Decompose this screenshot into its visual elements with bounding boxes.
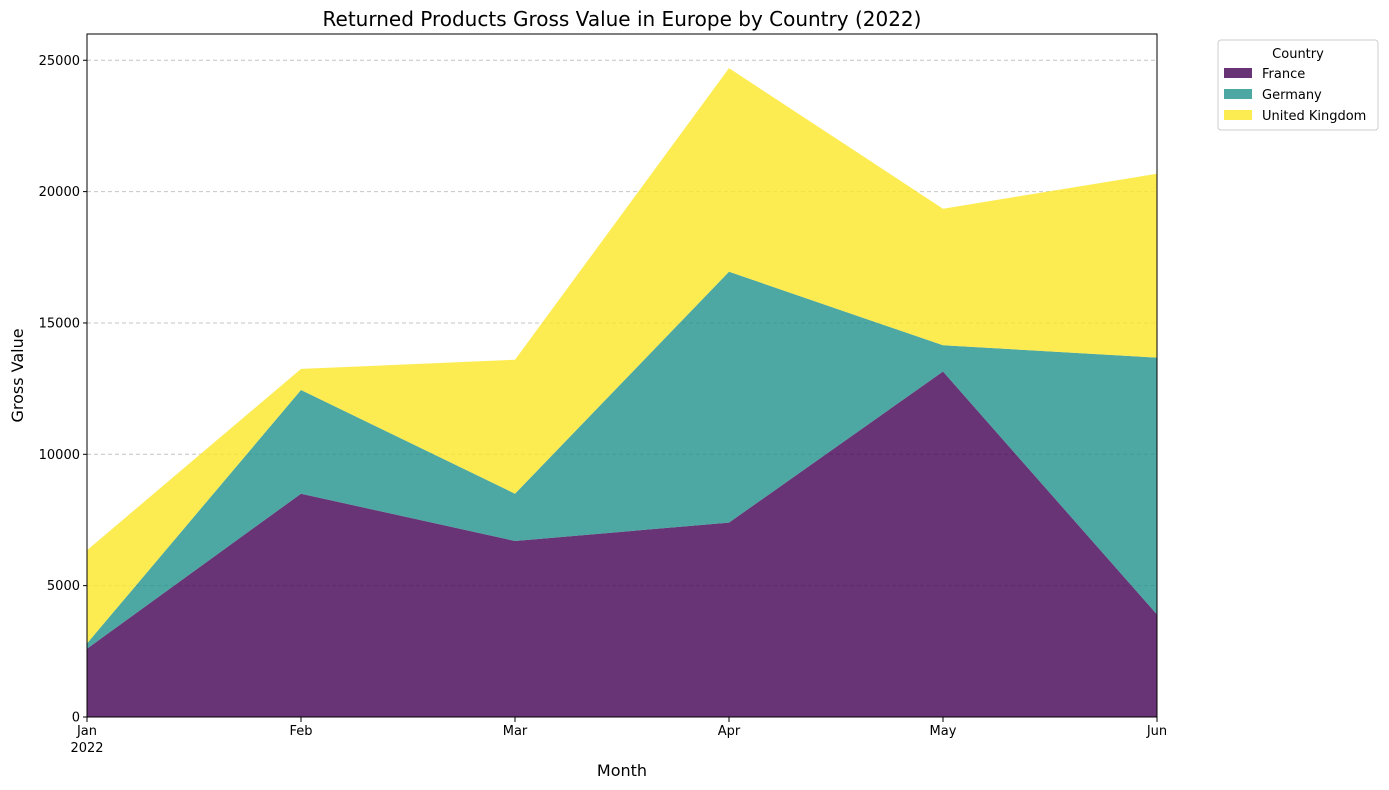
legend-items: France Germany United Kingdom xyxy=(1224,67,1366,124)
x-tick-label: Feb xyxy=(289,724,312,739)
area-series xyxy=(87,68,1157,717)
x-tick-year-label: 2022 xyxy=(70,741,103,756)
legend-label: Germany xyxy=(1262,88,1322,103)
legend: Country France Germany United Kingdom xyxy=(1217,39,1379,131)
y-axis-ticks: 0 5000 10000 15000 20000 25000 xyxy=(39,54,87,726)
y-tick-label: 0 xyxy=(72,711,80,726)
y-tick-label: 10000 xyxy=(39,448,80,463)
legend-title: Country xyxy=(1272,47,1324,62)
y-tick-label: 15000 xyxy=(39,316,80,331)
y-tick-label: 5000 xyxy=(47,579,80,594)
legend-swatch xyxy=(1224,110,1252,120)
x-axis-ticks: Jan 2022 Feb Mar Apr May Jun xyxy=(70,717,1167,756)
x-tick-label: Mar xyxy=(503,724,528,739)
y-tick-label: 25000 xyxy=(39,54,80,69)
x-tick-label: Jan xyxy=(76,724,97,739)
y-axis-label: Gross Value xyxy=(8,328,27,422)
x-tick-label: Apr xyxy=(718,724,741,739)
legend-label: United Kingdom xyxy=(1262,109,1366,124)
x-tick-label: Jun xyxy=(1146,724,1167,739)
legend-label: France xyxy=(1262,67,1305,82)
legend-box xyxy=(1217,39,1379,131)
y-tick-label: 20000 xyxy=(39,185,80,200)
x-axis-label: Month xyxy=(597,761,647,780)
legend-swatch xyxy=(1224,68,1252,78)
x-tick-label: May xyxy=(930,724,957,739)
chart-title: Returned Products Gross Value in Europe … xyxy=(323,7,922,31)
plot-frame xyxy=(86,33,1158,718)
area-united-kingdom xyxy=(87,68,1157,644)
area-france xyxy=(87,371,1157,717)
area-germany xyxy=(87,271,1157,649)
legend-swatch xyxy=(1224,89,1252,99)
